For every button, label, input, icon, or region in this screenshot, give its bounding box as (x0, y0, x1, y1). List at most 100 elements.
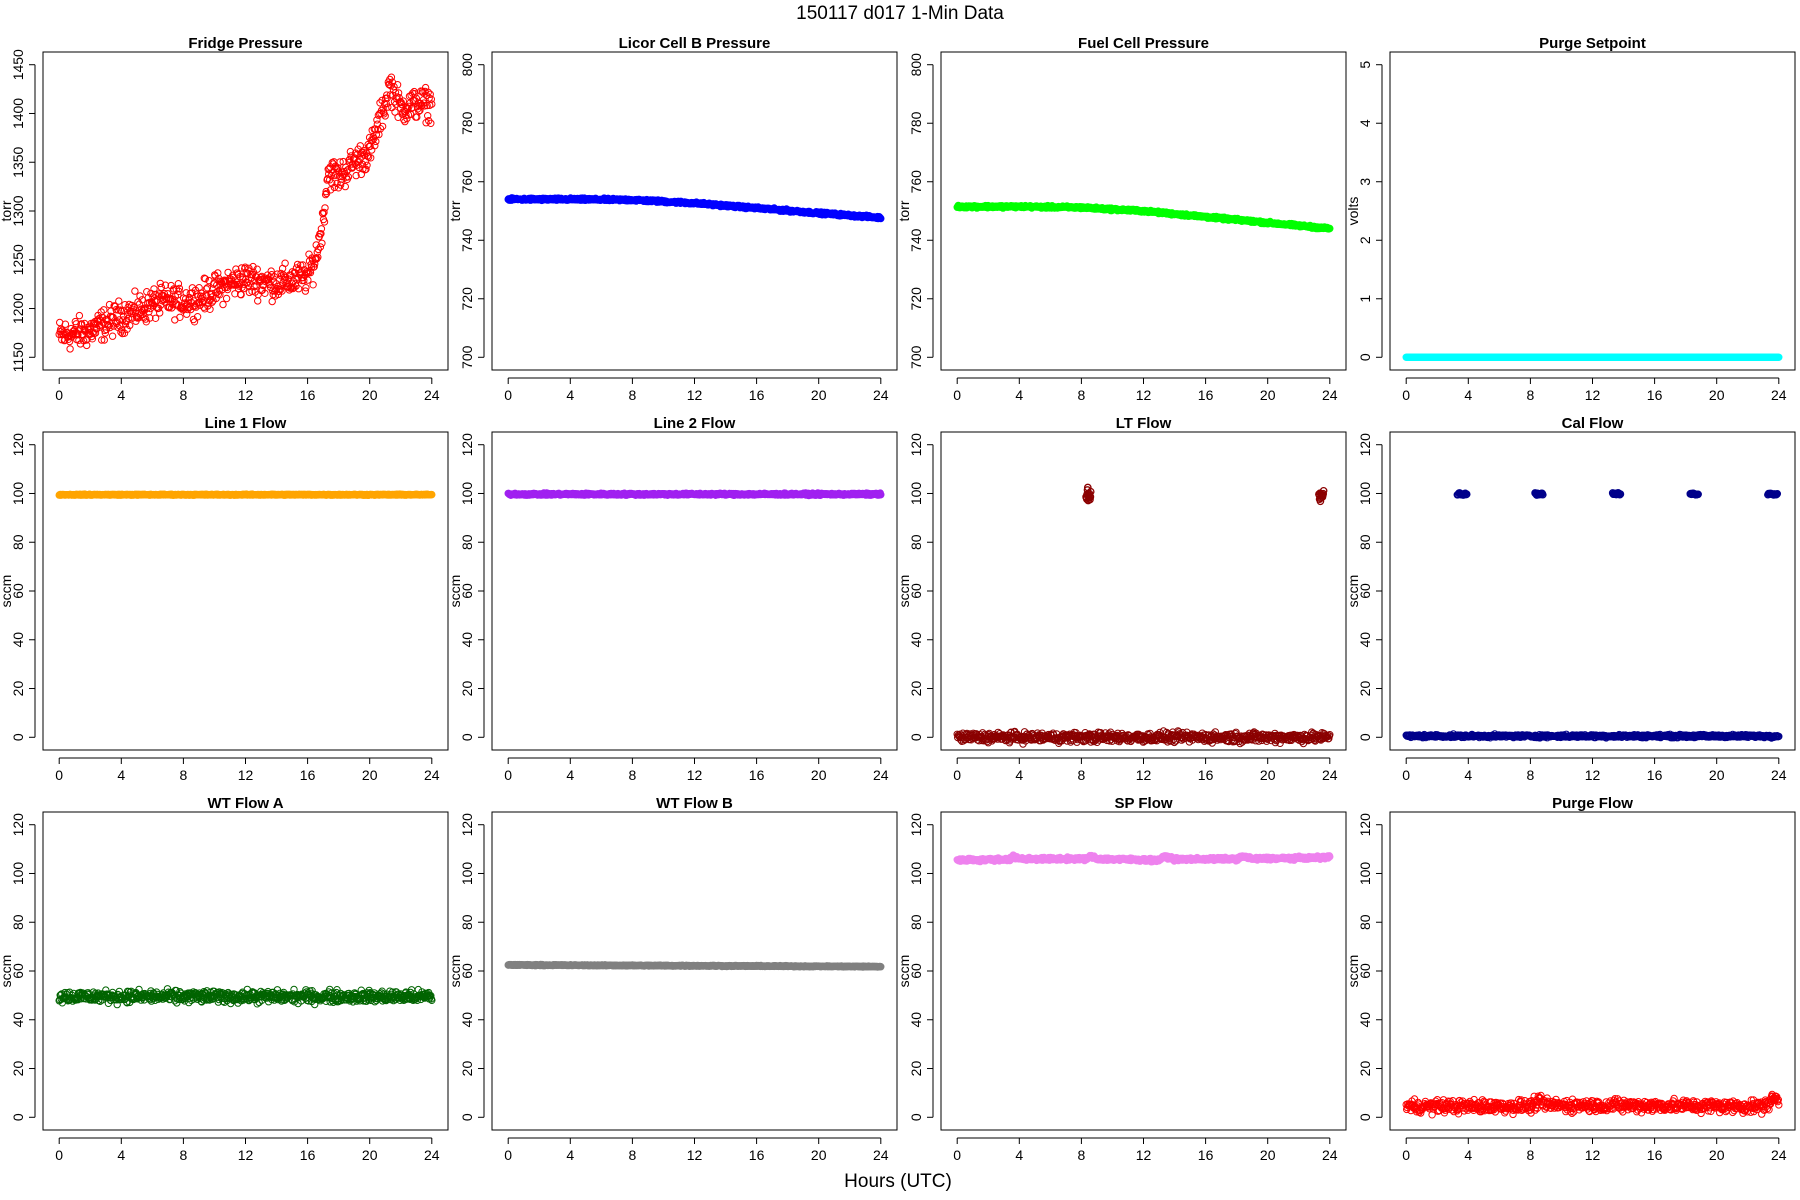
x-tick-label: 4 (1464, 387, 1472, 403)
data-point (287, 283, 296, 292)
data-point (203, 284, 212, 292)
data-point (290, 283, 298, 292)
x-tick-label: 20 (362, 767, 378, 783)
x-tick-label: 8 (1527, 387, 1535, 403)
data-point (360, 151, 369, 159)
data-point (130, 303, 139, 312)
y-tick-label: 3 (1357, 178, 1373, 186)
data-point (336, 158, 344, 166)
data-point (306, 268, 315, 277)
x-tick-label: 4 (117, 767, 125, 783)
plot-frame (491, 51, 898, 371)
x-tick-label: 4 (566, 767, 574, 783)
data-point (317, 230, 325, 238)
data-point (91, 329, 100, 337)
x-tick-label: 24 (873, 387, 889, 403)
data-point (320, 218, 329, 226)
x-tick-label: 12 (238, 387, 254, 403)
data-point (371, 141, 379, 150)
data-point (427, 119, 435, 128)
data-point (98, 336, 106, 344)
data-point (169, 300, 177, 309)
x-tick-label: 0 (504, 767, 512, 783)
x-tick-label: 12 (1136, 767, 1152, 783)
data-point (150, 285, 158, 293)
data-point (353, 161, 361, 169)
x-tick-label: 12 (687, 387, 703, 403)
data-point (402, 111, 410, 120)
data-point (142, 315, 150, 323)
data-point (399, 97, 407, 105)
data-point (75, 311, 84, 320)
x-tick-label: 0 (1402, 387, 1410, 403)
data-point (115, 297, 123, 305)
x-tick-label: 4 (117, 387, 125, 403)
data-point (302, 284, 310, 292)
x-tick-label: 8 (1078, 387, 1086, 403)
data-point (420, 102, 429, 110)
data-point (363, 161, 371, 170)
data-point (314, 245, 322, 254)
data-point (330, 183, 339, 192)
x-tick-label: 8 (1078, 767, 1086, 783)
data-point (153, 296, 161, 305)
data-point (310, 263, 318, 271)
x-axis: 0 4 8 12 16 20 24 (55, 377, 440, 403)
data-series (1402, 353, 1783, 361)
data-point (346, 147, 355, 156)
x-tick-label: 20 (1260, 387, 1276, 403)
panel-title: Fuel Cell Pressure (1078, 35, 1209, 52)
data-point (151, 314, 160, 322)
y-tick-label: 740 (459, 228, 475, 252)
data-series (504, 489, 885, 500)
y-axis-label: sccm (0, 575, 14, 608)
x-tick-label: 24 (1322, 767, 1338, 783)
data-point (285, 286, 293, 294)
x-tick-label: 8 (180, 387, 188, 403)
y-tick-label: 120 (908, 433, 924, 457)
data-point (357, 170, 365, 179)
data-point (131, 287, 139, 295)
x-tick-label: 16 (749, 767, 765, 783)
x-tick-label: 16 (300, 387, 316, 403)
x-tick-label: 0 (953, 767, 961, 783)
y-tick-label: 100 (908, 482, 924, 506)
y-tick-label: 80 (908, 534, 924, 550)
data-point (403, 114, 411, 123)
y-tick-label: 760 (459, 170, 475, 194)
x-tick-label: 20 (1260, 767, 1276, 783)
data-point (423, 101, 431, 110)
y-tick-label: 1300 (10, 195, 26, 226)
data-point (376, 125, 385, 133)
y-tick-label: 700 (908, 345, 924, 369)
x-tick-label: 20 (811, 387, 827, 403)
data-point (394, 89, 403, 97)
data-point (293, 260, 302, 269)
data-point (208, 298, 216, 306)
data-point (372, 130, 381, 139)
y-tick-label: 1200 (10, 293, 26, 324)
y-axis-label: torr (0, 200, 14, 221)
y-tick-label: 800 (459, 53, 475, 77)
panel-title: Fridge Pressure (188, 35, 302, 52)
data-point (126, 321, 134, 330)
data-point (411, 90, 419, 98)
data-point (316, 243, 325, 251)
y-tick-label: 100 (459, 482, 475, 506)
data-point (237, 291, 245, 299)
data-point (237, 264, 246, 272)
data-point (294, 285, 303, 293)
y-axis-label: torr (447, 200, 463, 221)
x-tick-label: 16 (300, 767, 316, 783)
data-point (362, 165, 370, 173)
x-tick-label: 0 (953, 387, 961, 403)
data-point (116, 306, 125, 314)
data-point (412, 94, 420, 103)
y-tick-label: 2 (1357, 236, 1373, 244)
data-point (100, 306, 108, 314)
x-tick-label: 12 (1585, 387, 1601, 403)
data-point (85, 326, 94, 334)
